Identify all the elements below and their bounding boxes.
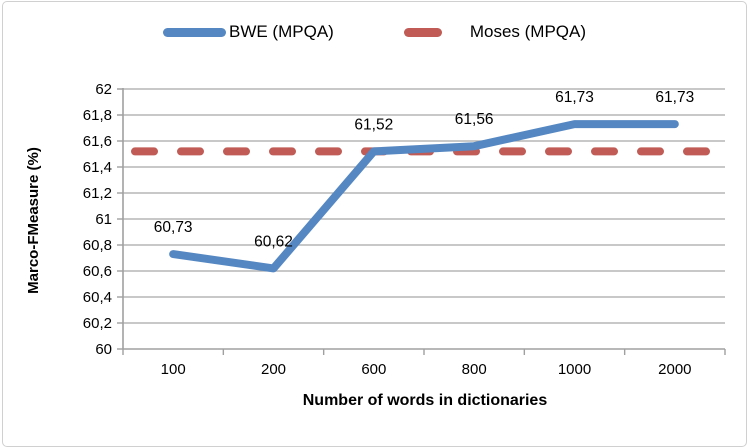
y-tick-label: 60,6 [83,263,112,280]
y-tick-label: 61,4 [83,159,112,176]
x-tick-label: 100 [161,361,186,378]
y-tick-label: 61 [95,211,112,228]
y-tick-label: 61,8 [83,107,112,124]
x-axis-title: Number of words in dictionaries [302,392,548,409]
x-tick-label: 2000 [658,361,691,378]
legend-label-bwe: BWE (MPQA) [228,22,334,41]
x-tick-label: 200 [261,361,286,378]
legend-label-moses: Moses (MPQA) [469,22,587,41]
y-tick-label: 61,6 [83,133,112,150]
chart-legend: BWE (MPQA) Moses (MPQA) [3,22,746,42]
y-tick-label: 61,2 [83,185,112,202]
x-tick-label: 800 [462,361,487,378]
y-tick-label: 62 [95,81,112,98]
y-tick-label: 60,2 [83,315,112,332]
y-tick-label: 60,8 [83,237,112,254]
data-label: 61,56 [455,111,494,128]
bwe-series-line [169,120,679,273]
data-label: 60,73 [154,219,193,236]
legend-item-moses: Moses (MPQA) [403,22,587,42]
moses-dash-swatch-icon [403,27,442,37]
data-label: 61,73 [555,89,594,106]
x-tick-label: 600 [361,361,386,378]
data-label: 61,73 [655,89,694,106]
data-label: 61,52 [354,116,393,133]
y-tick-label: 60,4 [83,289,112,306]
legend-item-bwe: BWE (MPQA) [162,22,334,42]
bwe-line-swatch-icon [162,27,226,37]
plot-area: 60 60,2 60,4 60,6 60,8 61 61,2 61,4 61,6 61,8 62 10… [83,81,726,378]
y-tick-label: 60 [95,341,112,358]
data-label: 60,62 [254,233,293,250]
x-tick-label: 1000 [558,361,591,378]
